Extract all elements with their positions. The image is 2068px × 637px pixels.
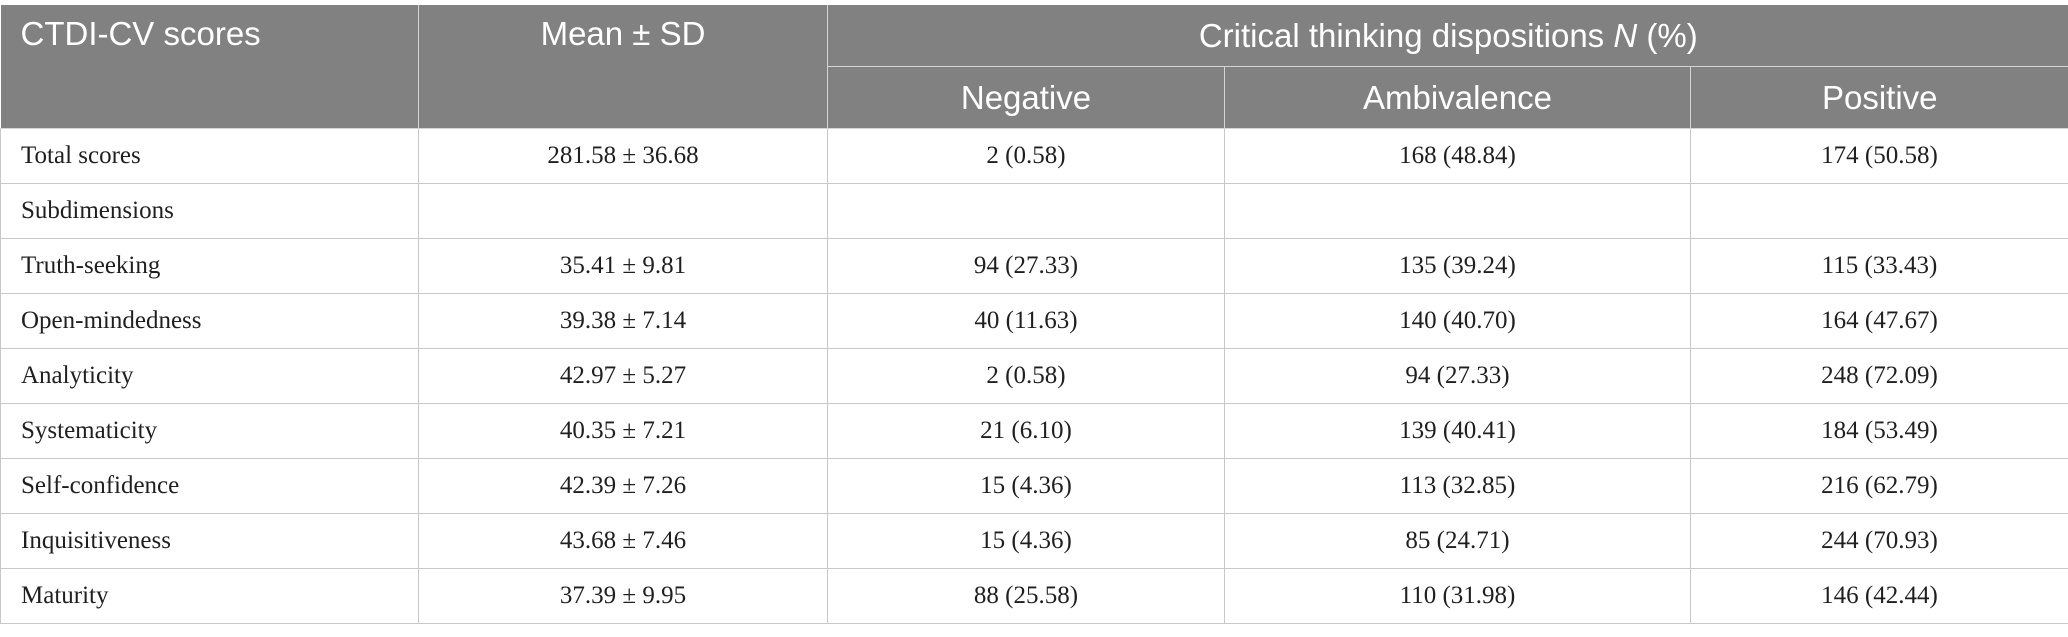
row-label: Maturity bbox=[0, 568, 419, 624]
table-row: Inquisitiveness 43.68 ± 7.46 15 (4.36) 8… bbox=[0, 513, 2068, 569]
cell-mean bbox=[418, 183, 828, 239]
cell-positive: 216 (62.79) bbox=[1690, 458, 2068, 514]
header-ctdi-cv-scores: CTDI-CV scores bbox=[0, 5, 419, 129]
row-label: Self-confidence bbox=[0, 458, 419, 514]
cell-positive: 164 (47.67) bbox=[1690, 293, 2068, 349]
cell-positive: 174 (50.58) bbox=[1690, 128, 2068, 184]
cell-ambivalence: 135 (39.24) bbox=[1224, 238, 1691, 294]
scores-table: CTDI-CV scores Mean ± SD Critical thinki… bbox=[0, 5, 2068, 624]
row-label: Systematicity bbox=[0, 403, 419, 459]
header-group-italic: N bbox=[1613, 16, 1638, 54]
cell-ambivalence bbox=[1224, 183, 1691, 239]
cell-negative: 40 (11.63) bbox=[827, 293, 1225, 349]
header-mean-sd: Mean ± SD bbox=[418, 5, 828, 129]
header-group-suffix: (%) bbox=[1637, 16, 1698, 54]
cell-positive: 184 (53.49) bbox=[1690, 403, 2068, 459]
row-label: Inquisitiveness bbox=[0, 513, 419, 569]
table-row: Subdimensions bbox=[0, 183, 2068, 239]
cell-ambivalence: 85 (24.71) bbox=[1224, 513, 1691, 569]
cell-negative: 15 (4.36) bbox=[827, 513, 1225, 569]
cell-ambivalence: 168 (48.84) bbox=[1224, 128, 1691, 184]
cell-ambivalence: 94 (27.33) bbox=[1224, 348, 1691, 404]
table-row: Total scores 281.58 ± 36.68 2 (0.58) 168… bbox=[0, 128, 2068, 184]
cell-mean: 37.39 ± 9.95 bbox=[418, 568, 828, 624]
table-row: Maturity 37.39 ± 9.95 88 (25.58) 110 (31… bbox=[0, 568, 2068, 624]
table-row: Analyticity 42.97 ± 5.27 2 (0.58) 94 (27… bbox=[0, 348, 2068, 404]
row-label: Subdimensions bbox=[0, 183, 419, 239]
table-row: Systematicity 40.35 ± 7.21 21 (6.10) 139… bbox=[0, 403, 2068, 459]
cell-positive: 146 (42.44) bbox=[1690, 568, 2068, 624]
row-label: Total scores bbox=[0, 128, 419, 184]
cell-mean: 35.41 ± 9.81 bbox=[418, 238, 828, 294]
table-row: Truth-seeking 35.41 ± 9.81 94 (27.33) 13… bbox=[0, 238, 2068, 294]
header-negative: Negative bbox=[827, 66, 1225, 129]
cell-positive bbox=[1690, 183, 2068, 239]
cell-mean: 39.38 ± 7.14 bbox=[418, 293, 828, 349]
cell-ambivalence: 140 (40.70) bbox=[1224, 293, 1691, 349]
header-positive: Positive bbox=[1690, 66, 2068, 129]
cell-ambivalence: 110 (31.98) bbox=[1224, 568, 1691, 624]
table-row: Self-confidence 42.39 ± 7.26 15 (4.36) 1… bbox=[0, 458, 2068, 514]
table-body: Total scores 281.58 ± 36.68 2 (0.58) 168… bbox=[0, 128, 2068, 624]
cell-negative: 2 (0.58) bbox=[827, 348, 1225, 404]
cell-positive: 244 (70.93) bbox=[1690, 513, 2068, 569]
cell-mean: 281.58 ± 36.68 bbox=[418, 128, 828, 184]
cell-mean: 42.39 ± 7.26 bbox=[418, 458, 828, 514]
cell-mean: 42.97 ± 5.27 bbox=[418, 348, 828, 404]
row-label: Open-mindedness bbox=[0, 293, 419, 349]
cell-negative: 94 (27.33) bbox=[827, 238, 1225, 294]
cell-negative: 2 (0.58) bbox=[827, 128, 1225, 184]
cell-mean: 40.35 ± 7.21 bbox=[418, 403, 828, 459]
header-group-prefix: Critical thinking dispositions bbox=[1198, 16, 1614, 54]
cell-positive: 248 (72.09) bbox=[1690, 348, 2068, 404]
cell-mean: 43.68 ± 7.46 bbox=[418, 513, 828, 569]
cell-negative: 21 (6.10) bbox=[827, 403, 1225, 459]
cell-negative: 88 (25.58) bbox=[827, 568, 1225, 624]
cell-ambivalence: 139 (40.41) bbox=[1224, 403, 1691, 459]
row-label: Analyticity bbox=[0, 348, 419, 404]
cell-ambivalence: 113 (32.85) bbox=[1224, 458, 1691, 514]
header-critical-thinking-dispositions: Critical thinking dispositions N (%) bbox=[827, 5, 2068, 67]
cell-negative bbox=[827, 183, 1225, 239]
cell-positive: 115 (33.43) bbox=[1690, 238, 2068, 294]
cell-negative: 15 (4.36) bbox=[827, 458, 1225, 514]
header-ambivalence: Ambivalence bbox=[1224, 66, 1691, 129]
table-header: CTDI-CV scores Mean ± SD Critical thinki… bbox=[0, 5, 2068, 129]
table-row: Open-mindedness 39.38 ± 7.14 40 (11.63) … bbox=[0, 293, 2068, 349]
row-label: Truth-seeking bbox=[0, 238, 419, 294]
